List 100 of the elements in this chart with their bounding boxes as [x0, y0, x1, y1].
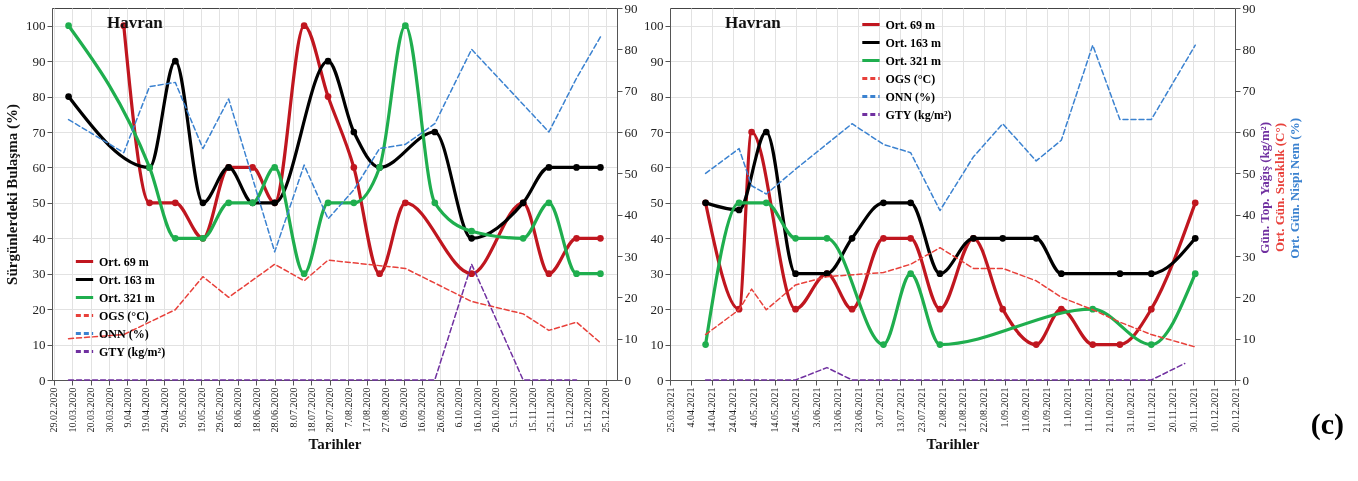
text: Ort. Gün. Sıcaklık (C°): [1272, 123, 1287, 253]
point: [350, 199, 358, 207]
y-tick-label: 10: [650, 337, 664, 353]
point: [762, 128, 770, 136]
x-tick-label: 14.05.2021: [769, 387, 781, 433]
x-tick-label: 4.04.2021: [685, 387, 697, 428]
legend-label: Ort. 163 m: [885, 35, 942, 50]
x-tick-label: 29.05.2020: [213, 387, 225, 433]
x-tick-label: 18.07.2020: [306, 387, 317, 433]
point: [199, 199, 207, 207]
point: [880, 234, 887, 242]
y-tick-label: 10: [32, 337, 46, 353]
y-tick-label: 70: [32, 124, 46, 140]
y-tick-label: 20: [650, 301, 664, 317]
point: [468, 227, 475, 235]
point: [1032, 341, 1040, 348]
y-tick-label: 80: [650, 89, 664, 105]
point: [999, 305, 1007, 313]
y-tick-label: 30: [650, 266, 664, 282]
point: [431, 128, 439, 136]
point: [748, 128, 755, 136]
point: [936, 341, 944, 348]
y2-tick-label: 40: [1242, 207, 1256, 223]
x-tick-label: 28.06.2020: [269, 387, 281, 433]
point: [65, 22, 72, 30]
point: [1191, 234, 1199, 242]
y2-tick-label: 90: [624, 0, 638, 16]
y2-tick-label: 60: [624, 124, 638, 140]
y2-tick-label: 30: [624, 248, 638, 264]
legend-label: Ort. 163 m: [99, 272, 155, 287]
point: [907, 270, 914, 278]
x-tick-label: 13.07.2021: [894, 387, 906, 433]
y-tick-label: 50: [32, 195, 46, 211]
x-tick-label: 20.12.2021: [1229, 387, 1241, 433]
y-tick-label: 30: [32, 266, 46, 282]
x-tick-label: 24.04.2021: [727, 387, 739, 433]
x-tick-label: 1.09.2021: [999, 387, 1011, 428]
point: [271, 164, 279, 171]
x-tick-label: 16.09.2020: [416, 387, 428, 433]
y2-tick-label: 40: [624, 207, 638, 223]
x-tick-label: 30.03.2020: [103, 387, 115, 433]
point: [573, 164, 580, 171]
x-tick-label: 17.08.2020: [361, 387, 373, 433]
y-tick-label: 40: [32, 230, 46, 246]
point: [936, 270, 944, 278]
y2-tick-label: 50: [624, 165, 638, 181]
legend-label: OGS (°C): [885, 71, 936, 86]
x-tick-label: 23.06.2021: [852, 387, 864, 433]
y2-tick-label: 0: [624, 372, 631, 388]
point: [762, 199, 770, 207]
y2-tick-label: 80: [1242, 41, 1256, 57]
legend-label: ONN (%): [885, 89, 936, 104]
y2-tick-label: 80: [624, 41, 638, 57]
x-tick-label: 1.10.2021: [1062, 387, 1074, 428]
y-axis-title: Sürgünlerdeki Bulaşma (%): [4, 104, 21, 285]
point: [573, 270, 580, 278]
line-series: [704, 246, 1196, 348]
point: [225, 199, 233, 207]
y-tick-label: 60: [32, 159, 46, 175]
x-tick-label: 9.04.2020: [121, 387, 133, 428]
legend-label: Ort. 69 m: [99, 254, 149, 269]
x-tick-label: 6.10.2020: [453, 387, 465, 428]
point: [936, 305, 944, 313]
y2-tick-label: 20: [1242, 289, 1256, 305]
y-tick-label: 0: [39, 372, 46, 388]
x-tick-label: 13.06.2021: [831, 387, 843, 433]
point: [1057, 270, 1065, 278]
y-tick-label: 100: [26, 18, 46, 34]
point: [880, 341, 887, 348]
x-tick-label: 23.07.2021: [915, 387, 927, 433]
point: [1191, 270, 1199, 278]
point: [907, 234, 914, 242]
point: [907, 199, 914, 207]
y2-tick-label: 20: [624, 289, 638, 305]
x-tick-label: 8.06.2020: [232, 387, 244, 428]
line-series: [67, 259, 602, 344]
point: [324, 57, 332, 65]
x-tick-label: 26.09.2020: [434, 387, 446, 433]
point: [823, 234, 831, 242]
point: [735, 199, 743, 207]
point: [1191, 199, 1199, 207]
x-tick-label: 21.10.2021: [1103, 387, 1115, 433]
point: [300, 22, 308, 30]
point: [65, 93, 72, 100]
point: [848, 234, 856, 242]
point: [324, 93, 332, 100]
x-tick-label: 25.11.2020: [545, 387, 557, 433]
point: [735, 206, 743, 214]
point: [1147, 341, 1155, 348]
point: [402, 199, 409, 207]
y2-tick-label: 30: [1242, 248, 1256, 264]
y2-tick-label: 50: [1242, 165, 1256, 181]
x-tick-label: 10.03.2020: [66, 387, 78, 433]
point: [792, 270, 799, 278]
x-tick-label: 2.08.2021: [936, 387, 948, 428]
point: [880, 199, 887, 207]
point: [597, 270, 604, 278]
x-tick-label: 24.05.2021: [790, 387, 802, 433]
point: [431, 199, 439, 207]
y-tick-label: 70: [650, 124, 664, 140]
